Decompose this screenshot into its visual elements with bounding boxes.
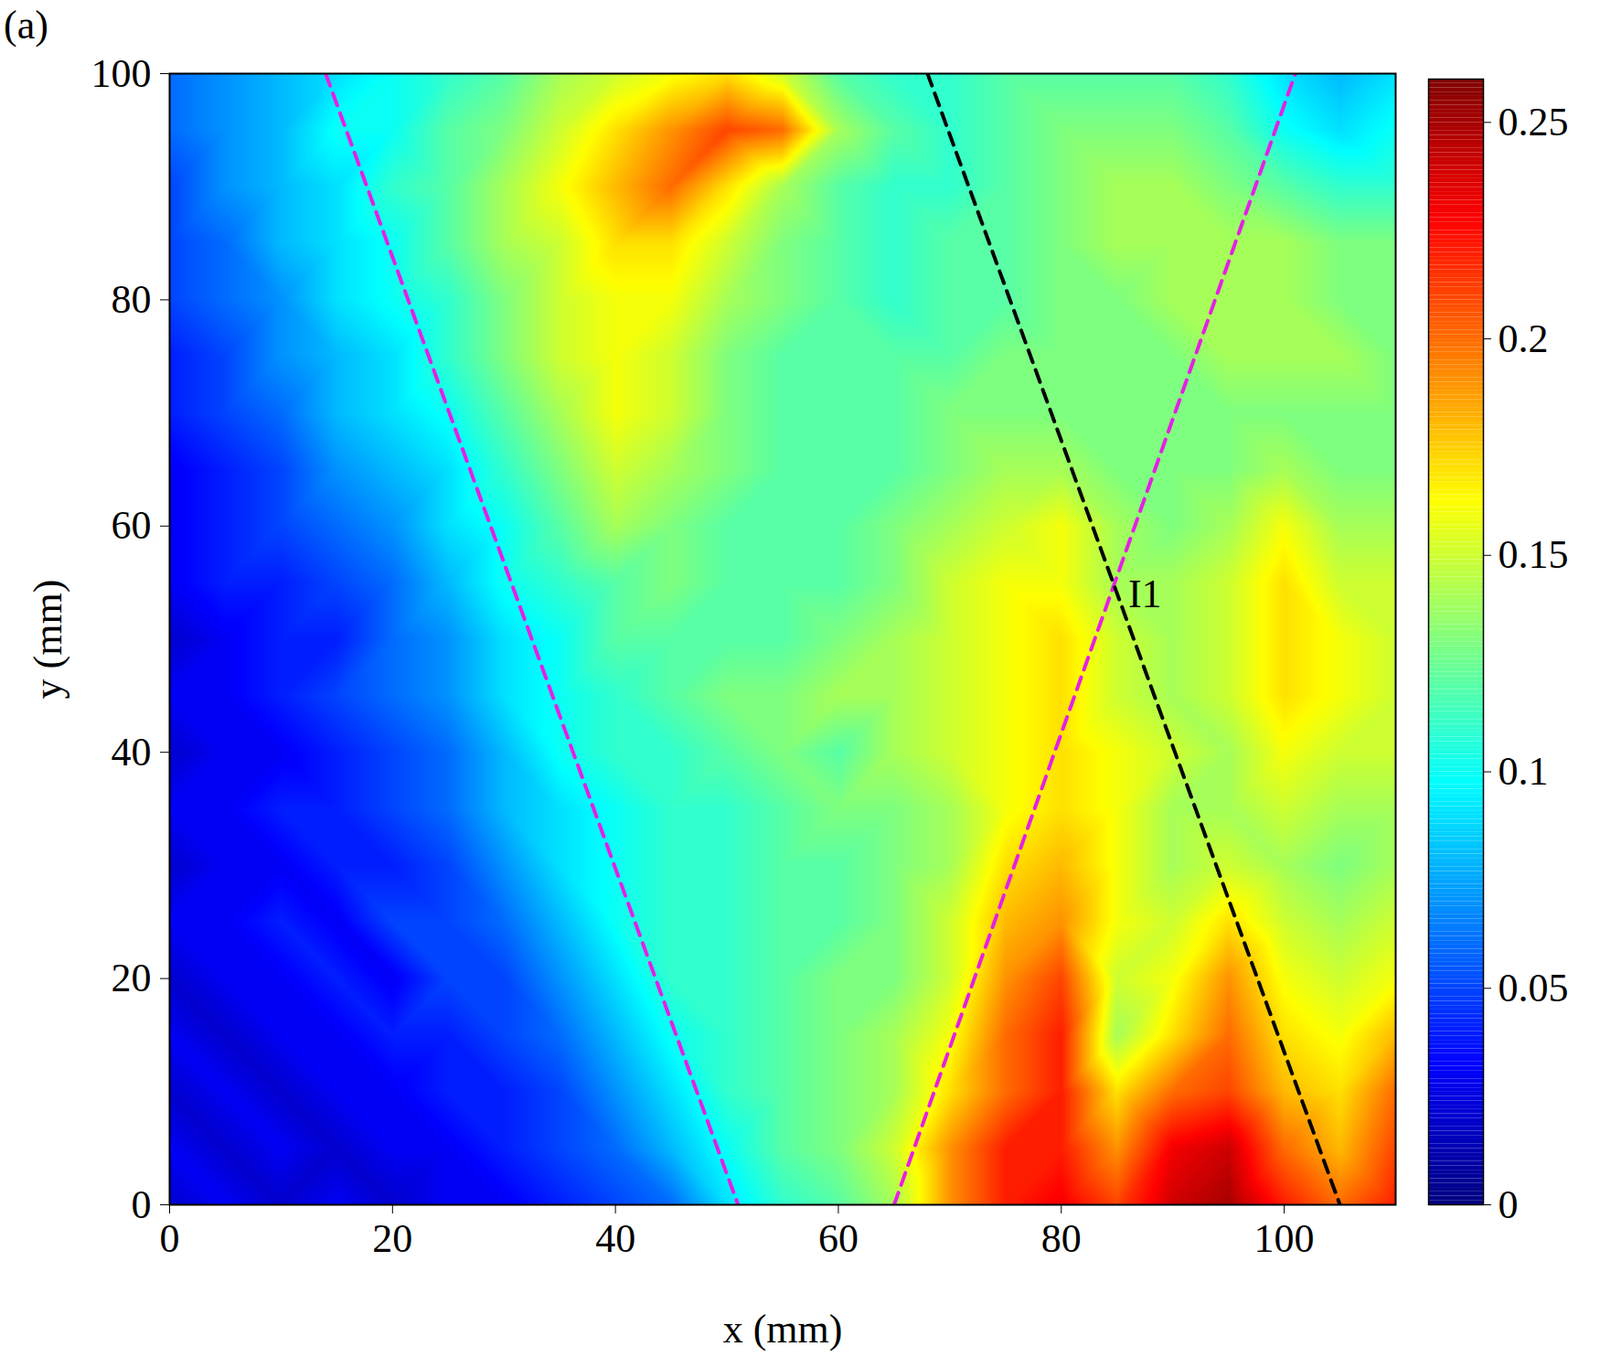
svg-text:0: 0 [160, 1216, 181, 1261]
svg-text:y (mm): y (mm) [25, 579, 71, 700]
svg-text:0.05: 0.05 [1498, 965, 1569, 1011]
svg-text:20: 20 [111, 955, 152, 1001]
svg-text:0.1: 0.1 [1498, 748, 1549, 794]
svg-text:I1: I1 [1128, 571, 1163, 617]
svg-text:0.15: 0.15 [1498, 532, 1569, 577]
svg-text:0: 0 [1498, 1182, 1519, 1227]
svg-text:0.25: 0.25 [1498, 99, 1569, 145]
svg-text:0.2: 0.2 [1498, 316, 1549, 362]
svg-text:0: 0 [131, 1182, 152, 1227]
svg-text:40: 40 [111, 729, 152, 775]
svg-text:100: 100 [91, 51, 152, 96]
svg-text:x (mm): x (mm) [723, 1306, 843, 1352]
svg-text:40: 40 [595, 1216, 636, 1261]
svg-text:100: 100 [1254, 1216, 1315, 1261]
svg-text:80: 80 [111, 277, 152, 322]
svg-text:60: 60 [818, 1216, 859, 1261]
html-text:(a): (a) [3, 2, 49, 48]
svg-text:80: 80 [1041, 1216, 1082, 1261]
svg-text:20: 20 [372, 1216, 413, 1261]
svg-text:60: 60 [111, 502, 152, 548]
